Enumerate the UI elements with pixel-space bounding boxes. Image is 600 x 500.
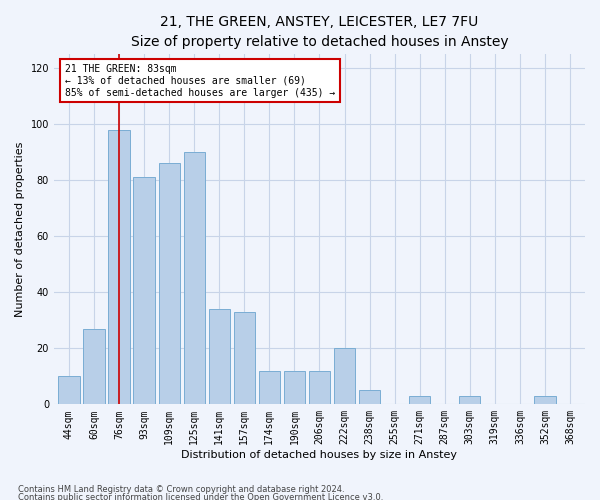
Bar bbox=[309, 370, 330, 404]
Bar bbox=[209, 309, 230, 404]
Bar bbox=[534, 396, 556, 404]
Text: Contains HM Land Registry data © Crown copyright and database right 2024.: Contains HM Land Registry data © Crown c… bbox=[18, 486, 344, 494]
Bar bbox=[109, 130, 130, 404]
Bar bbox=[233, 312, 255, 404]
Text: 21 THE GREEN: 83sqm
← 13% of detached houses are smaller (69)
85% of semi-detach: 21 THE GREEN: 83sqm ← 13% of detached ho… bbox=[65, 64, 335, 98]
Bar bbox=[284, 370, 305, 404]
Bar bbox=[409, 396, 430, 404]
Bar bbox=[83, 328, 104, 404]
Bar bbox=[259, 370, 280, 404]
Bar bbox=[184, 152, 205, 405]
Bar bbox=[459, 396, 481, 404]
X-axis label: Distribution of detached houses by size in Anstey: Distribution of detached houses by size … bbox=[181, 450, 457, 460]
Text: Contains public sector information licensed under the Open Government Licence v3: Contains public sector information licen… bbox=[18, 492, 383, 500]
Bar bbox=[359, 390, 380, 404]
Bar bbox=[133, 177, 155, 404]
Bar bbox=[334, 348, 355, 405]
Bar bbox=[158, 163, 180, 404]
Bar bbox=[58, 376, 80, 404]
Title: 21, THE GREEN, ANSTEY, LEICESTER, LE7 7FU
Size of property relative to detached : 21, THE GREEN, ANSTEY, LEICESTER, LE7 7F… bbox=[131, 15, 508, 48]
Y-axis label: Number of detached properties: Number of detached properties bbox=[15, 142, 25, 317]
